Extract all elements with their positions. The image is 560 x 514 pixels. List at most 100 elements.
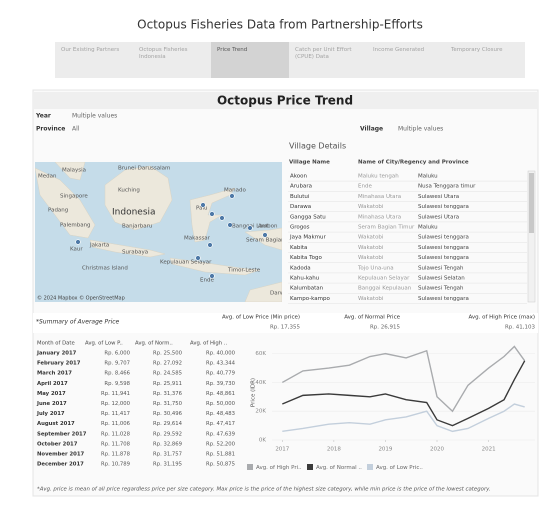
column-header: Name of City/Regency and Province <box>358 160 469 166</box>
land <box>89 239 166 258</box>
filter-label: Province <box>36 126 65 133</box>
table-cell: Wakatobi <box>358 235 384 241</box>
table-cell: Rp. 25,911 <box>153 381 182 387</box>
map-marker <box>200 202 206 208</box>
map-label: Ambon <box>258 224 278 230</box>
filter-label: Year <box>35 113 51 120</box>
tab[interactable]: Octopus Fisheries Indonesia <box>139 47 188 60</box>
table-cell: Sulawesi tenggara <box>418 235 469 241</box>
table-cell: Rp. 11,941 <box>101 391 130 397</box>
table-cell: Darawa <box>290 204 311 210</box>
table-cell: Kadoda <box>290 265 311 271</box>
map-label: Padang <box>48 208 68 214</box>
summary-title: *Summary of Average Price <box>36 319 120 326</box>
table-cell: Rp. 47,417 <box>206 421 235 427</box>
row-header: August 2017 <box>37 421 75 427</box>
row-header: March 2017 <box>37 371 72 377</box>
table-cell: Rp. 9,598 <box>104 381 130 387</box>
table-cell: Kahu-kahu <box>290 276 319 282</box>
scrollbar[interactable] <box>527 170 536 303</box>
tab[interactable]: Our Existing Partners <box>61 47 120 53</box>
table-cell: Arubara <box>290 184 312 190</box>
row-header: October 2017 <box>37 441 78 447</box>
table-cell: Sulawesi Utara <box>418 194 459 200</box>
table-cell: Sulawesi Tengah <box>418 265 464 271</box>
map-marker <box>227 222 233 228</box>
map-label: Surabaya <box>122 250 148 256</box>
map-marker <box>207 242 213 248</box>
column-header: Avg. of Low P.. <box>85 341 123 347</box>
tab[interactable]: Price Trend <box>211 42 289 78</box>
summary-value: Rp. 26,915 <box>370 325 401 331</box>
table-cell: Sulawesi Tengah <box>418 286 464 292</box>
summary-header: Avg. of Low Price (Min price) <box>222 315 300 321</box>
map-marker <box>209 273 215 279</box>
table-cell: Sulawesi tenggara <box>418 255 469 261</box>
table-cell: Rp. 11,006 <box>101 421 131 427</box>
map-labels: Medan Malaysia Brunei Darussalam Singapore K… <box>37 166 282 302</box>
land <box>35 167 96 239</box>
map-label: Banjarbaru <box>122 224 152 230</box>
row-header: September 2017 <box>37 431 87 437</box>
table-cell: Rp. 47,639 <box>206 431 235 437</box>
column-header: Month of Date <box>37 341 75 347</box>
tab[interactable]: Temporary Closure <box>451 47 503 53</box>
row-header: November 2017 <box>37 452 85 458</box>
table-cell: Rp. 40,000 <box>206 351 236 357</box>
table-cell: Rp. 31,757 <box>153 452 182 458</box>
table-cell: Jaya Makmur <box>289 235 327 241</box>
legend-label: Avg. of High Pri.. <box>256 465 302 471</box>
map-label: Palembang <box>60 223 91 229</box>
y-tick-label: 0K <box>259 438 266 444</box>
table-cell: Rp. 43,344 <box>206 361 236 367</box>
table-cell: Grogos <box>290 225 310 231</box>
series-line <box>282 403 525 433</box>
map-label: Malaysia <box>62 168 86 174</box>
y-tick-label: 20K <box>255 409 266 415</box>
y-axis-title: Price (IDR) <box>251 378 257 407</box>
table-cell: Rp. 29,614 <box>153 421 183 427</box>
table-cell: Sulawesi tenggara <box>418 204 469 210</box>
table-cell: Rp. 11,417 <box>101 411 130 417</box>
summary-band <box>33 313 538 333</box>
table-cell: Rp. 30,496 <box>153 411 183 417</box>
scroll-thumb[interactable] <box>529 173 534 233</box>
map-label: Palu <box>196 206 207 212</box>
tab[interactable]: Catch per Unit Effort (CPUE) Data <box>295 47 352 60</box>
summary-header: Avg. of Normal Price <box>344 315 400 321</box>
column-header: Avg. of High .. <box>190 341 228 347</box>
table-cell: Kalumbatan <box>290 286 324 292</box>
column-header: Village Name <box>289 160 330 166</box>
filter-value[interactable]: All <box>72 126 80 133</box>
table-cell: Rp. 51,881 <box>206 452 235 458</box>
table-cell: Rp. 39,730 <box>206 381 236 387</box>
table-cell: Rp. 6,000 <box>104 351 130 357</box>
page-title: Octopus Fisheries Data from Partnership-… <box>137 18 423 32</box>
map-label: Indonesia <box>112 208 156 218</box>
table-cell: Wakatobi <box>358 204 384 210</box>
x-tick-label: 2021 <box>482 447 496 453</box>
table-cell: Seram Bagian Timur <box>358 225 415 231</box>
tab[interactable]: Income Generated <box>373 47 425 53</box>
table-cell: Wakatobi <box>358 296 384 302</box>
legend-swatch <box>247 464 253 470</box>
map[interactable] <box>35 162 282 302</box>
map-label: Kuching <box>118 188 140 194</box>
map-attribution: © 2024 Mapbox © OpenStreetMap <box>37 295 125 302</box>
table-cell: Maluku <box>418 225 438 231</box>
x-tick-label: 2020 <box>430 447 444 453</box>
map-label: Christmas Island <box>82 266 128 272</box>
filter-value[interactable]: Multiple values <box>72 113 117 120</box>
table-cell: Minahasa Utara <box>358 214 401 220</box>
filter-value[interactable]: Multiple values <box>398 126 443 133</box>
land <box>104 165 173 231</box>
table-cell: Minahasa Utara <box>358 194 401 200</box>
filter-label: Village <box>360 126 383 133</box>
series-line <box>282 360 526 427</box>
summary-value: Rp. 17,355 <box>270 325 301 331</box>
map-label: Singapore <box>60 194 88 200</box>
table-cell: Rp. 12,000 <box>101 401 131 407</box>
map-label: Brunei Darussalam <box>118 166 170 172</box>
map-label: Kaur <box>70 247 83 253</box>
